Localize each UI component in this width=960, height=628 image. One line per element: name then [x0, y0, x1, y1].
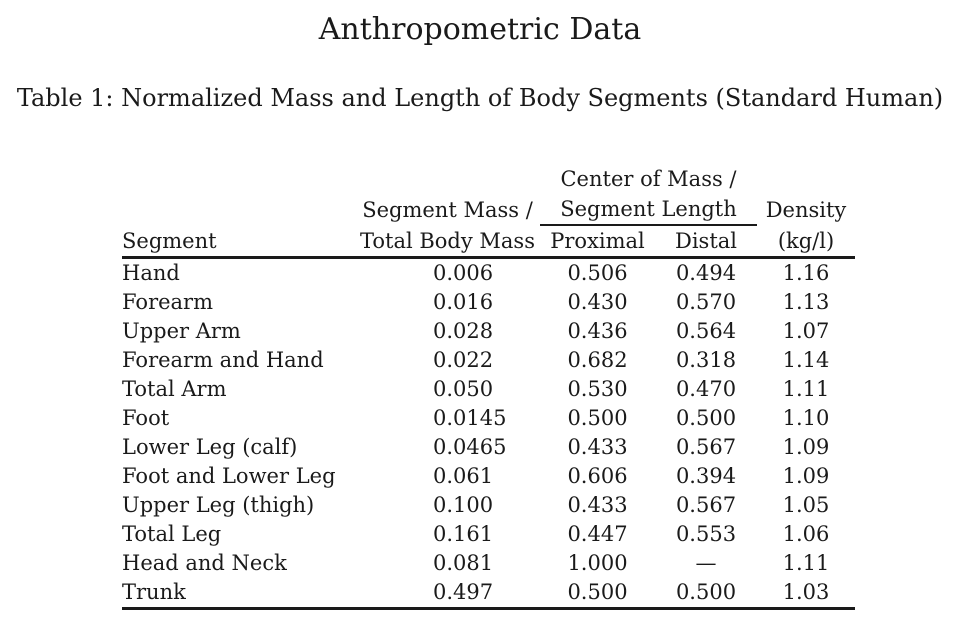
segment-cell: Foot [122, 406, 170, 430]
density-cell: 1.14 [782, 348, 830, 372]
header-row-columns: Segment Total Body Mass Proximal Distal … [122, 225, 855, 259]
segment-cell: Trunk [122, 578, 355, 610]
table-row: Foot 0.0145 0.500 0.500 1.10 [122, 404, 855, 433]
mass-cell: 0.061 [433, 464, 494, 488]
table-row: Upper Arm 0.028 0.436 0.564 1.07 [122, 317, 855, 346]
distal-cell: 0.567 [675, 493, 737, 517]
distal-cell: 0.564 [675, 319, 737, 343]
header-center-of-mass-line2: Segment Length [540, 194, 757, 226]
distal-cell: 0.394 [675, 464, 737, 488]
density-cell: 1.13 [782, 290, 830, 314]
proximal-cell: 0.436 [567, 319, 628, 343]
density-cell: 1.03 [757, 578, 855, 610]
distal-cell: 0.500 [655, 578, 757, 610]
table-row: Hand 0.006 0.506 0.494 1.16 [122, 258, 855, 289]
proximal-cell: 0.447 [567, 522, 628, 546]
distal-cell: 0.470 [675, 377, 737, 401]
table-row: Total Arm 0.050 0.530 0.470 1.11 [122, 375, 855, 404]
mass-cell: 0.0145 [433, 406, 507, 430]
table-row: Forearm and Hand 0.022 0.682 0.318 1.14 [122, 346, 855, 375]
proximal-cell: 0.500 [567, 406, 628, 430]
segment-cell: Forearm [122, 290, 214, 314]
header-center-of-mass-line1: Center of Mass / [560, 167, 737, 191]
header-row-group-top: Center of Mass / [122, 163, 855, 194]
distal-cell: 0.570 [675, 290, 737, 314]
proximal-cell: 0.530 [567, 377, 628, 401]
table-caption: Table 1: Normalized Mass and Length of B… [16, 84, 944, 112]
segment-cell: Total Leg [122, 522, 222, 546]
anthropometric-table: Center of Mass / Segment Mass / Segment … [122, 163, 855, 610]
segment-cell: Foot and Lower Leg [122, 464, 336, 488]
table-row: Total Leg 0.161 0.447 0.553 1.06 [122, 520, 855, 549]
density-cell: 1.05 [782, 493, 830, 517]
segment-cell: Hand [122, 261, 180, 285]
proximal-cell: 0.430 [567, 290, 628, 314]
header-distal: Distal [655, 225, 757, 259]
header-spacer [122, 163, 355, 194]
proximal-cell: 1.000 [567, 551, 628, 575]
density-cell: 1.10 [782, 406, 830, 430]
header-spacer [757, 163, 855, 194]
proximal-cell: 0.506 [567, 261, 628, 285]
header-segment-mass-line2: Total Body Mass [355, 225, 540, 259]
mass-cell: 0.0465 [433, 435, 507, 459]
density-cell: 1.07 [782, 319, 830, 343]
proximal-cell: 0.433 [567, 435, 628, 459]
segment-cell: Head and Neck [122, 551, 287, 575]
table-row: Forearm 0.016 0.430 0.570 1.13 [122, 288, 855, 317]
table-row: Trunk 0.497 0.500 0.500 1.03 [122, 578, 855, 610]
proximal-cell: 0.500 [540, 578, 655, 610]
distal-cell: 0.500 [675, 406, 737, 430]
header-spacer [122, 194, 355, 225]
distal-cell: 0.567 [675, 435, 737, 459]
proximal-cell: 0.433 [567, 493, 628, 517]
table-row: Head and Neck 0.081 1.000 — 1.11 [122, 549, 855, 578]
mass-cell: 0.028 [433, 319, 494, 343]
header-proximal: Proximal [540, 225, 655, 259]
header-spacer [355, 163, 540, 194]
segment-cell: Total Arm [122, 377, 227, 401]
mass-cell: 0.016 [433, 290, 494, 314]
proximal-cell: 0.606 [567, 464, 628, 488]
density-cell: 1.09 [782, 435, 830, 459]
distal-cell: — [695, 551, 717, 575]
mass-cell: 0.006 [433, 261, 494, 285]
segment-cell: Upper Arm [122, 319, 241, 343]
table-body: Hand 0.006 0.506 0.494 1.16 Forearm 0.01… [122, 258, 855, 610]
mass-cell: 0.100 [433, 493, 494, 517]
mass-cell: 0.161 [433, 522, 494, 546]
density-cell: 1.06 [782, 522, 830, 546]
density-cell: 1.11 [782, 377, 830, 401]
segment-cell: Forearm and Hand [122, 348, 324, 372]
table-row: Foot and Lower Leg 0.061 0.606 0.394 1.0… [122, 462, 855, 491]
mass-cell: 0.050 [433, 377, 494, 401]
proximal-cell: 0.682 [567, 348, 628, 372]
header-density-line1: Density [765, 198, 847, 222]
header-row-group-bottom: Segment Mass / Segment Length Density [122, 194, 855, 226]
density-cell: 1.16 [782, 261, 830, 285]
page-title: Anthropometric Data [318, 12, 642, 47]
table-row: Lower Leg (calf) 0.0465 0.433 0.567 1.09 [122, 433, 855, 462]
segment-cell: Lower Leg (calf) [122, 435, 298, 459]
mass-cell: 0.497 [355, 578, 540, 610]
table-row: Upper Leg (thigh) 0.100 0.433 0.567 1.05 [122, 491, 855, 520]
header-density-line2: (kg/l) [757, 225, 855, 259]
header-segment: Segment [122, 225, 355, 259]
density-cell: 1.11 [782, 551, 830, 575]
segment-cell: Upper Leg (thigh) [122, 493, 315, 517]
header-segment-mass-line1: Segment Mass / [362, 198, 533, 222]
distal-cell: 0.553 [675, 522, 737, 546]
mass-cell: 0.081 [433, 551, 494, 575]
table-header: Center of Mass / Segment Mass / Segment … [122, 163, 855, 259]
distal-cell: 0.494 [675, 261, 737, 285]
density-cell: 1.09 [782, 464, 830, 488]
mass-cell: 0.022 [433, 348, 494, 372]
distal-cell: 0.318 [675, 348, 737, 372]
